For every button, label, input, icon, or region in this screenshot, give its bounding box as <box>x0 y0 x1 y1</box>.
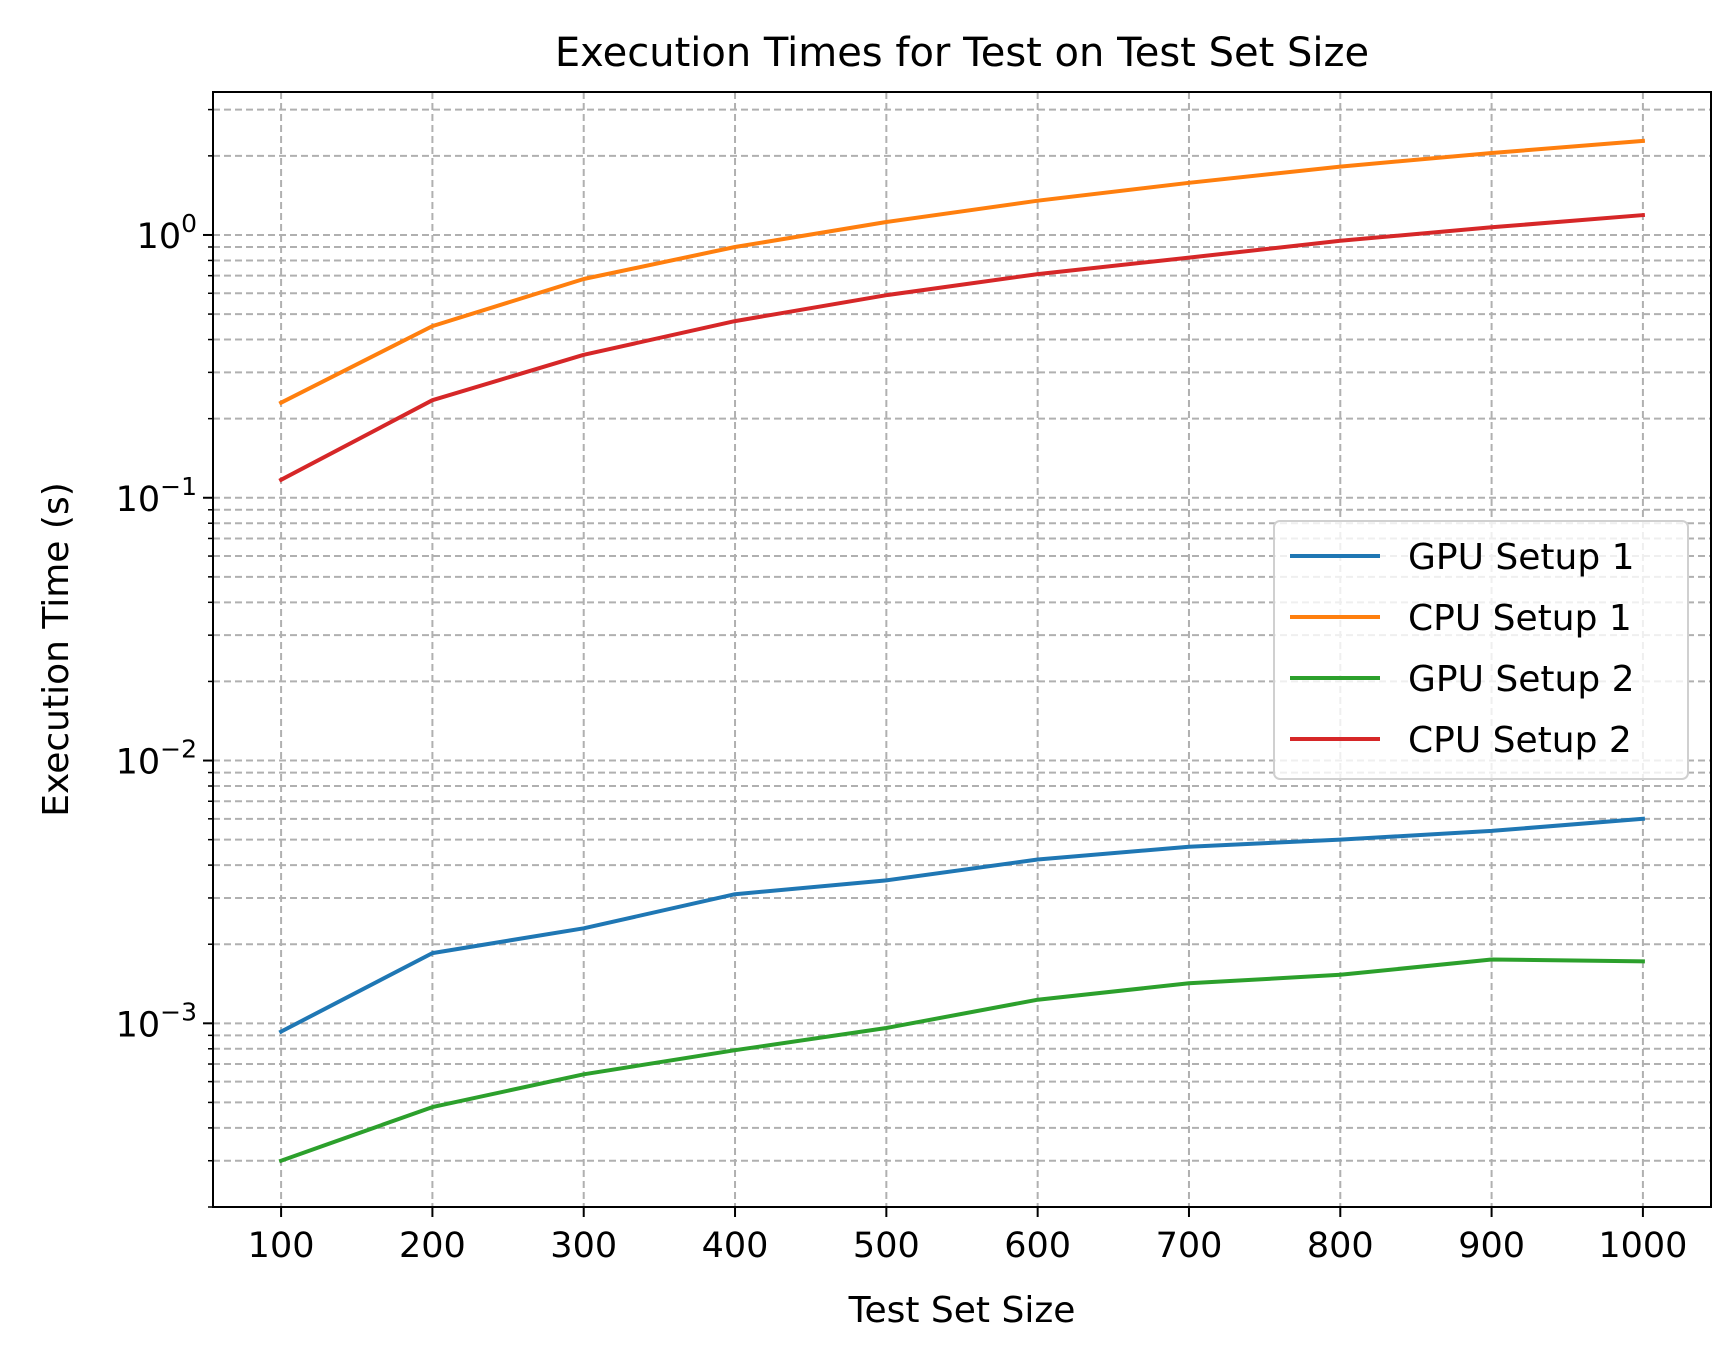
y-tick-label: 10−1 <box>116 472 197 520</box>
legend-label: GPU Setup 1 <box>1408 537 1635 578</box>
y-tick-label-exponent: −3 <box>160 997 197 1026</box>
x-tick-label: 600 <box>1004 1226 1071 1266</box>
x-tick-label: 900 <box>1458 1226 1525 1266</box>
y-tick-label-base: 10 <box>116 743 161 783</box>
legend-label: CPU Setup 1 <box>1408 598 1632 639</box>
legend-box <box>1273 520 1689 780</box>
x-tick-label: 200 <box>399 1226 466 1266</box>
x-tick-label: 1000 <box>1598 1226 1687 1266</box>
series-line-cpu-setup-2 <box>278 212 1646 483</box>
y-tick-label-base: 10 <box>116 1005 161 1045</box>
x-tick-label: 800 <box>1307 1226 1374 1266</box>
series-line-gpu-setup-1 <box>278 816 1646 1035</box>
plot-frame <box>212 91 1712 1208</box>
y-tick-label-base: 10 <box>116 480 161 520</box>
x-axis-label: Test Set Size <box>848 1290 1076 1331</box>
y-tick-label-base: 10 <box>137 217 182 257</box>
x-tick-label: 300 <box>550 1226 617 1266</box>
chart-title: Execution Times for Test on Test Set Siz… <box>555 30 1369 76</box>
y-tick-label: 10−3 <box>116 997 197 1045</box>
x-tick-label: 100 <box>248 1226 315 1266</box>
y-axis-label: Execution Time (s) <box>36 482 77 817</box>
legend-label: CPU Setup 2 <box>1408 720 1632 761</box>
x-tick-label: 400 <box>702 1226 769 1266</box>
legend: GPU Setup 1 CPU Setup 1 GPU Setup 2 CPU Set… <box>1273 520 1689 780</box>
x-tick-label: 500 <box>853 1226 920 1266</box>
legend-label: GPU Setup 2 <box>1408 659 1635 700</box>
y-tick-label-exponent: 0 <box>181 209 197 238</box>
y-tick-label-exponent: −2 <box>160 735 197 764</box>
tick-layer: 100 200 300 400 500 600 700 800 900 100010−310−21… <box>116 108 1687 1266</box>
y-tick-label: 100 <box>137 209 197 257</box>
x-tick-label: 700 <box>1156 1226 1223 1266</box>
series-line-cpu-setup-1 <box>278 138 1646 406</box>
y-tick-label-exponent: −1 <box>160 472 197 501</box>
y-tick-label: 10−2 <box>116 735 197 783</box>
series-layer <box>278 138 1646 1164</box>
series-line-gpu-setup-2 <box>278 957 1645 1164</box>
